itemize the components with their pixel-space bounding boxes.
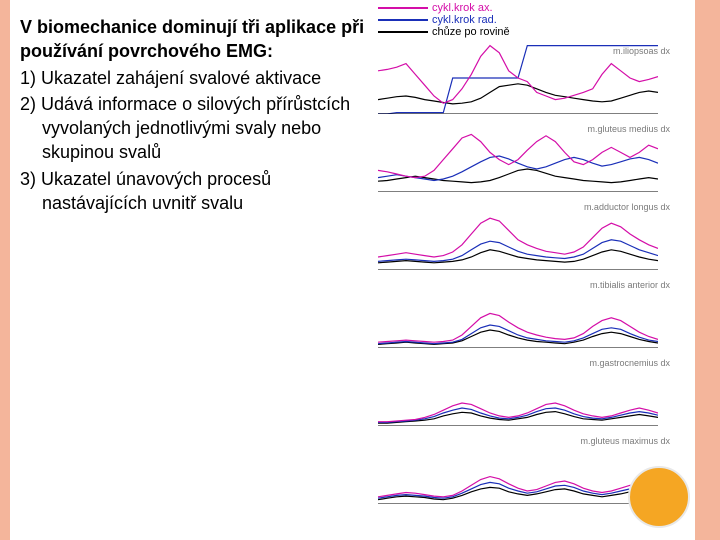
legend-swatch-3 [378,31,428,33]
decor-stripe-left [0,0,10,540]
legend-label-1: cykl.krok ax. [432,2,493,14]
legend-swatch-2 [378,19,428,21]
legend-item-1: cykl.krok ax. [378,2,698,14]
heading: V biomechanice dominují tři aplikace při… [20,15,370,64]
chart-panel-label: m.iliopsoas dx [613,46,670,56]
chart-panel-label: m.gluteus medius dx [587,124,670,134]
decor-circle [628,466,690,528]
legend-item-3: chůze po rovině [378,26,698,38]
text-content: V biomechanice dominují tři aplikace při… [20,15,370,215]
chart-panel-label: m.adductor longus dx [584,202,670,212]
chart-panel-label: m.gluteus maximus dx [580,436,670,446]
decor-stripe-right [695,0,720,540]
chart-panel-label: m.tibialis anterior dx [590,280,670,290]
chart-area: cykl.krok ax. cykl.krok rad. chůze po ro… [378,0,698,510]
legend-label-2: cykl.krok rad. [432,14,497,26]
list-item-2: 2) Udává informace o silových přírůstcíc… [20,92,370,165]
legend-item-2: cykl.krok rad. [378,14,698,26]
legend-label-3: chůze po rovině [432,26,510,38]
chart-panel-label: m.gastrocnemius dx [589,358,670,368]
legend-swatch-1 [378,7,428,9]
chart-legend: cykl.krok ax. cykl.krok rad. chůze po ro… [378,2,698,42]
list-item-1: 1) Ukazatel zahájení svalové aktivace [20,66,370,90]
list-item-3: 3) Ukazatel únavových procesů nastávajíc… [20,167,370,216]
